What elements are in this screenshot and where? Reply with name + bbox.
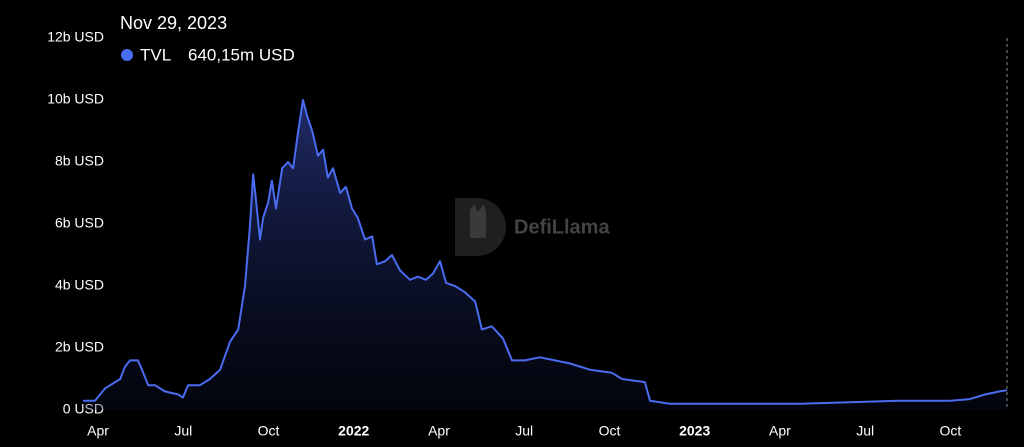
- x-tick-label: Jul: [515, 423, 533, 439]
- y-tick-label: 8b USD: [55, 153, 104, 169]
- x-tick-label: 2022: [338, 423, 369, 439]
- area: [83, 100, 1007, 410]
- legend-label: TVL: [140, 45, 171, 64]
- watermark-text: DefiLlama: [514, 216, 610, 238]
- tooltip-value: 640,15m USD: [188, 45, 295, 64]
- x-tick-label: Oct: [258, 423, 280, 439]
- x-tick-label: Apr: [428, 423, 450, 439]
- x-tick-label: Oct: [599, 423, 621, 439]
- y-tick-label: 10b USD: [47, 91, 104, 107]
- x-tick-label: Apr: [769, 423, 791, 439]
- watermark: DefiLlama: [455, 198, 610, 256]
- y-tick-label: 4b USD: [55, 277, 104, 293]
- watermark-llama: [470, 204, 486, 238]
- line: [83, 99, 1008, 405]
- x-tick-label: Jul: [174, 423, 192, 439]
- y-tick-label: 6b USD: [55, 215, 104, 231]
- x-tick-label: 2023: [679, 423, 710, 439]
- x-tick-label: Oct: [940, 423, 962, 439]
- y-tick-label: 2b USD: [55, 339, 104, 355]
- legend-dot: [121, 49, 133, 61]
- y-tick-label: 12b USD: [47, 29, 104, 45]
- tooltip-date: Nov 29, 2023: [120, 13, 227, 33]
- x-tick-label: Jul: [856, 423, 874, 439]
- x-tick-label: Apr: [87, 423, 109, 439]
